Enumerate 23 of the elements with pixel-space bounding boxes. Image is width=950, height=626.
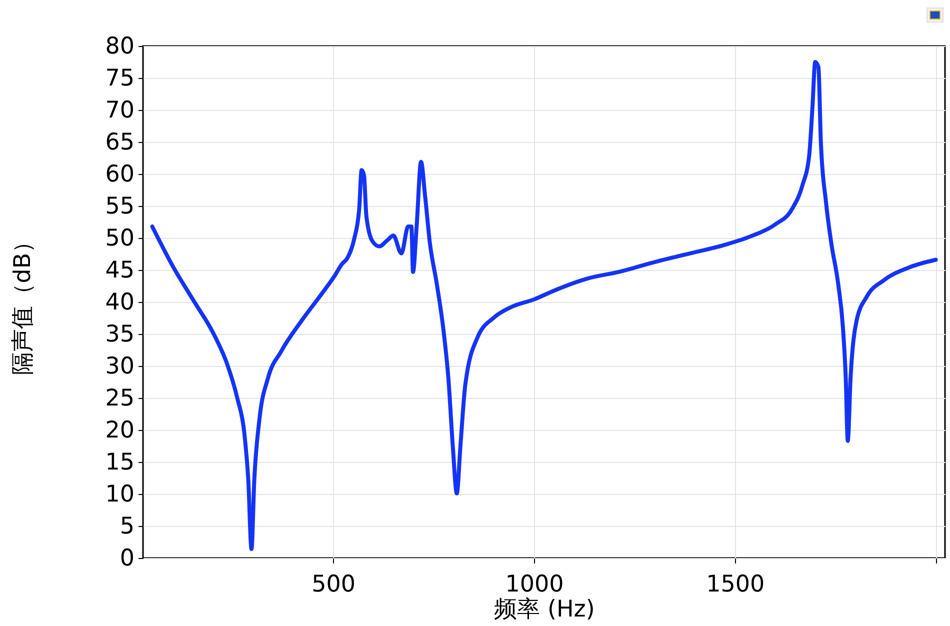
line-series bbox=[150, 60, 938, 552]
y-tick-label: 70 bbox=[105, 98, 134, 124]
y-tick-label: 55 bbox=[105, 194, 134, 220]
y-tick-label: 30 bbox=[105, 354, 134, 380]
x-axis-title: 频率 (Hz) bbox=[494, 596, 595, 622]
y-tick-label: 15 bbox=[105, 450, 134, 476]
y-tick-label: 65 bbox=[105, 130, 134, 156]
x-tick-label: 500 bbox=[312, 572, 356, 598]
y-tick-label: 10 bbox=[105, 482, 134, 508]
x-tick-label: 1000 bbox=[505, 572, 564, 598]
x-tick-label: 1500 bbox=[706, 572, 765, 598]
y-tick-label: 50 bbox=[105, 226, 134, 252]
y-tick-label: 0 bbox=[120, 546, 134, 572]
y-tick-label: 5 bbox=[120, 514, 134, 540]
y-tick-label: 80 bbox=[105, 34, 134, 60]
y-tick-label: 75 bbox=[105, 66, 134, 92]
y-axis-title: 隔声值（dB） bbox=[10, 230, 36, 376]
y-tick-label: 45 bbox=[105, 258, 134, 284]
y-tick-label: 35 bbox=[105, 322, 134, 348]
y-tick-label: 25 bbox=[105, 386, 134, 412]
y-tick-label: 40 bbox=[105, 290, 134, 316]
y-tick-label: 20 bbox=[105, 418, 134, 444]
y-tick-label: 60 bbox=[105, 162, 134, 188]
